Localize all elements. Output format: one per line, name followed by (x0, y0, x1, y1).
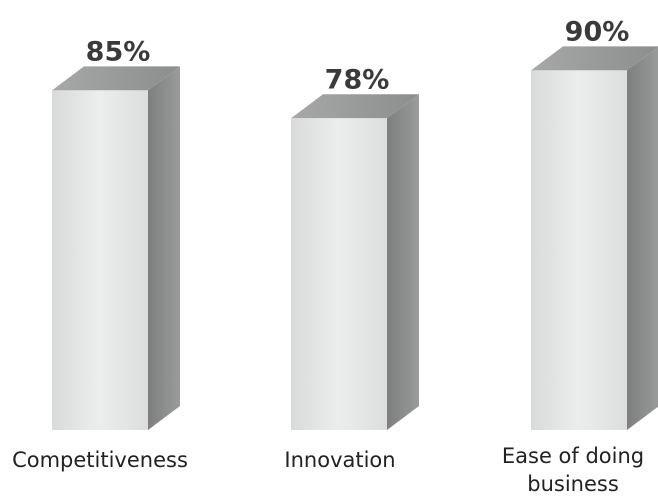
value-label-competitiveness: 85% (86, 36, 151, 67)
bar-top-competitiveness (52, 66, 180, 91)
bar-top-ease-of-doing-business (531, 46, 658, 71)
bar-side-competitiveness (148, 66, 180, 430)
value-label-ease-of-doing-business: 90% (565, 16, 630, 47)
bar-side-innovation (387, 94, 419, 430)
category-label-innovation: Innovation (284, 448, 396, 472)
bar-innovation: 78% (291, 64, 419, 430)
category-label-competitiveness: Competitiveness (12, 448, 188, 472)
value-label-innovation: 78% (325, 64, 390, 95)
category-label-ease-of-doing-business: Ease of doing business (501, 444, 645, 496)
bar-top-innovation (291, 94, 419, 119)
bar-front-competitiveness (52, 90, 148, 430)
bar-front-ease-of-doing-business (531, 70, 627, 431)
bar-side-ease-of-doing-business (627, 47, 658, 430)
bar-front-innovation (291, 118, 387, 430)
bar-ease-of-doing-business: 90% (531, 16, 658, 431)
bars-group: 85% 78% 90% (52, 16, 658, 431)
bar-competitiveness: 85% (52, 36, 180, 430)
